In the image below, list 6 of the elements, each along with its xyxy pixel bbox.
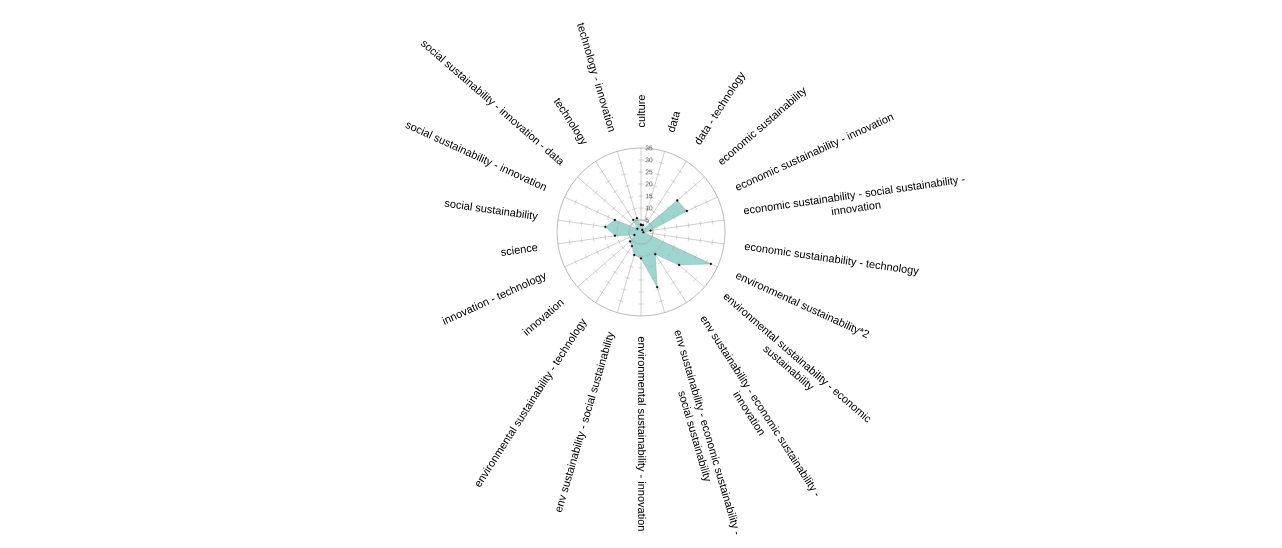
spoke-label: data xyxy=(667,111,681,132)
spoke-label: science xyxy=(501,245,538,256)
spoke-label: economic sustainability - technology xyxy=(744,244,920,277)
spoke-label: social sustainability xyxy=(444,201,539,222)
spoke-label: culture xyxy=(636,95,646,128)
spoke-label: environmental sustainability - innovation xyxy=(635,336,647,531)
